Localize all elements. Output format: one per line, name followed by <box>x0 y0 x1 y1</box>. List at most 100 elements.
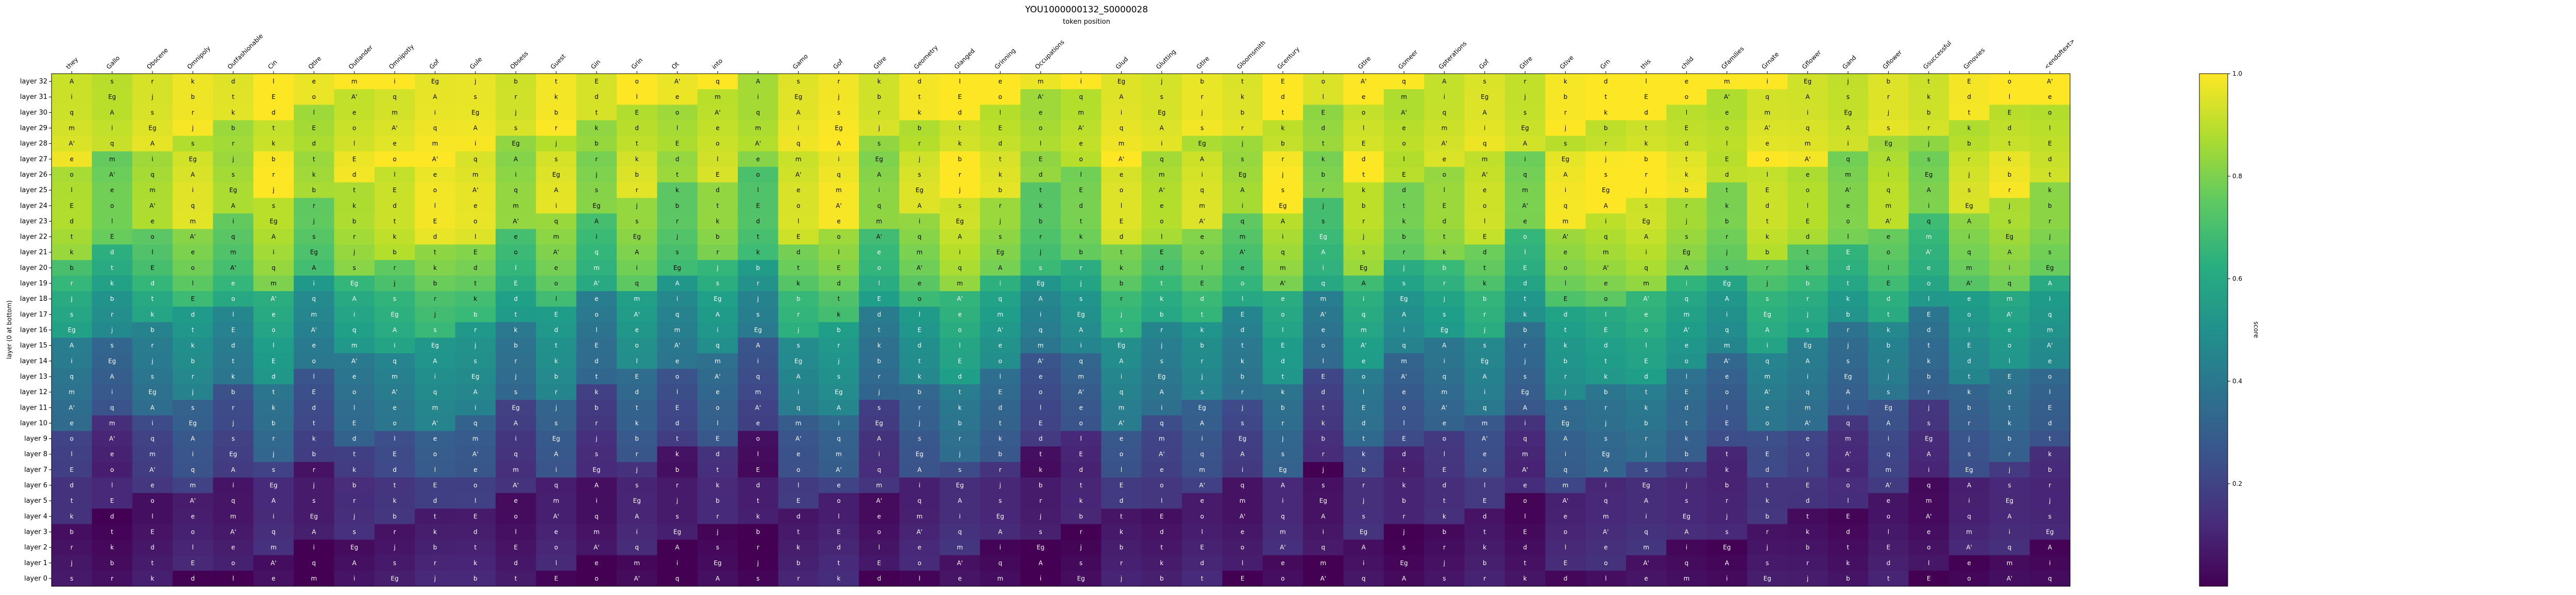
cell-label: j <box>757 295 759 302</box>
cell-label: b <box>2008 435 2012 443</box>
cell-label: b <box>1079 513 1083 520</box>
cell-label: i <box>1928 466 1929 473</box>
cell-label: e <box>1241 264 1244 271</box>
cell-label: e <box>554 528 558 535</box>
heatmap-cell <box>1666 105 1707 121</box>
cell-label: e <box>796 186 800 194</box>
cell-label: t <box>2008 140 2011 147</box>
cell-label: k <box>1362 451 1365 458</box>
cell-label: A <box>473 125 478 132</box>
heatmap-cell <box>374 105 415 121</box>
cell-label: q <box>1402 342 1406 349</box>
cell-label: r <box>2008 186 2011 194</box>
cell-label: E <box>1564 559 1568 567</box>
heatmap-cell <box>1141 120 1182 137</box>
heatmap-cell <box>1545 105 1586 121</box>
cell-label: o <box>1564 528 1567 535</box>
cell-label: i <box>1444 358 1445 365</box>
cell-label: o <box>1241 544 1244 551</box>
cell-label: e <box>1846 466 1850 473</box>
cell-label: t <box>1645 388 1648 396</box>
cell-label: E <box>1039 419 1043 427</box>
cell-label: s <box>1443 575 1446 582</box>
cell-label: d <box>1644 109 1648 116</box>
cell-label: l <box>1040 404 1041 411</box>
cell-label: A' <box>594 280 600 287</box>
cell-label: i <box>636 528 638 535</box>
cell-label: l <box>2049 125 2050 132</box>
cell-label: o <box>837 497 840 504</box>
cell-label: t <box>1968 109 1971 116</box>
cell-label: Eg <box>1198 404 1206 411</box>
cell-label: r <box>636 451 638 458</box>
cell-label: r <box>1282 156 1284 163</box>
cell-label: s <box>433 327 436 334</box>
cell-label: j <box>1523 93 1526 100</box>
cell-label: Eg <box>1764 311 1771 318</box>
cell-label: E <box>1644 358 1648 365</box>
cell-label: o <box>1806 186 1809 194</box>
cell-label: e <box>756 156 760 163</box>
cell-label: A' <box>917 528 923 535</box>
cell-label: m <box>311 311 317 318</box>
cell-label: o <box>433 451 437 458</box>
cell-label: m <box>1442 388 1448 396</box>
cell-label: b <box>1281 140 1285 147</box>
cell-label: q <box>1200 186 1204 194</box>
cell-label: q <box>675 575 680 582</box>
cell-label: i <box>636 264 638 271</box>
x-tick-label: Gflower <box>1801 48 1823 71</box>
cell-label: l <box>1847 497 1849 504</box>
cell-label: e <box>675 93 679 100</box>
heatmap-cell <box>1101 74 1142 90</box>
x-tick-label: Omnipoly <box>185 45 212 71</box>
cell-label: b <box>110 559 114 567</box>
cell-label: Eg <box>189 419 197 427</box>
heatmap-cell <box>1585 89 1626 105</box>
heatmap-cell <box>1706 120 1748 137</box>
heatmap-cell <box>1827 74 1869 90</box>
cell-label: Eg <box>714 559 721 567</box>
cell-label: o <box>312 93 316 100</box>
cell-label: A <box>675 280 680 287</box>
cell-label: i <box>596 497 597 504</box>
heatmap-cell <box>1464 135 1505 152</box>
cell-label: Eg <box>1965 202 1973 209</box>
cell-label: j <box>595 435 597 443</box>
cell-label: A' <box>1926 249 1932 256</box>
cell-label: q <box>1160 419 1164 427</box>
cell-label: l <box>1040 140 1041 147</box>
cell-label: e <box>473 466 477 473</box>
cell-label: k <box>1523 311 1527 318</box>
heatmap-cell <box>1504 89 1546 105</box>
heatmap-cell <box>1383 74 1425 90</box>
cell-label: b <box>1887 342 1891 349</box>
cell-label: m <box>997 311 1004 318</box>
cell-label: m <box>876 482 883 489</box>
cell-label: t <box>1201 575 1204 582</box>
cell-label: k <box>918 373 921 380</box>
cell-label: q <box>1523 171 1527 178</box>
cell-label: r <box>757 280 759 287</box>
cell-label: Eg <box>1965 466 1973 473</box>
cell-label: k <box>1766 233 1769 241</box>
heatmap-cell <box>334 166 375 183</box>
cell-label: j <box>1927 404 1929 411</box>
cell-label: t <box>1887 575 1890 582</box>
cell-label: A <box>231 202 236 209</box>
cell-label: i <box>1201 435 1203 443</box>
cell-label: o <box>635 342 639 349</box>
cell-label: A' <box>997 327 1004 334</box>
cell-label: b <box>312 186 316 194</box>
cell-label: o <box>1200 513 1204 520</box>
cell-label: A <box>1039 559 1043 567</box>
cell-label: s <box>514 125 517 132</box>
cell-label: l <box>1726 140 1727 147</box>
cell-label: m <box>755 125 761 132</box>
cell-label: d <box>918 78 922 85</box>
cell-label: r <box>232 404 234 411</box>
cell-label: i <box>1726 575 1727 582</box>
cell-label: t <box>676 435 679 443</box>
cell-label: A <box>1039 295 1043 302</box>
chart-subtitle: token position <box>1063 18 1110 26</box>
